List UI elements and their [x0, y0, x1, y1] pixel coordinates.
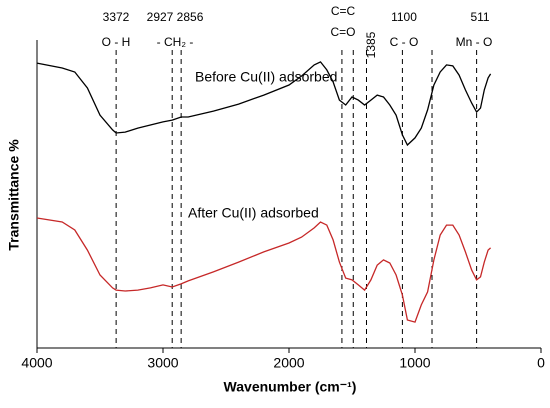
annotation: 2927 2856 [147, 10, 204, 24]
x-axis-label: Wavenumber (cm⁻¹) [224, 379, 357, 395]
x-tick-label: 4000 [21, 355, 52, 371]
series-line [36, 217, 492, 323]
annotation: C=C [331, 4, 356, 18]
annotation: 511 [470, 10, 489, 24]
series-label: Before Cu(II) adsorbed [195, 69, 337, 85]
annotation: 1385 [364, 31, 378, 58]
annotation: 1100 [391, 10, 417, 24]
x-tick-label: 0 [537, 355, 545, 371]
series-label: After Cu(II) adsorbed [188, 205, 319, 221]
x-tick-label: 1000 [399, 355, 430, 371]
annotation: O - H [102, 35, 131, 49]
series-line [36, 61, 492, 147]
annotation: Mn - O [456, 35, 493, 49]
x-tick-label: 3000 [147, 355, 178, 371]
annotation: C - O [390, 35, 419, 49]
annotation: 3372 [103, 10, 130, 24]
annotation: C=O [330, 25, 355, 39]
y-axis-label: Transmittance % [6, 139, 22, 251]
x-tick-label: 2000 [273, 355, 304, 371]
annotation: - CH₂ - [157, 35, 194, 49]
